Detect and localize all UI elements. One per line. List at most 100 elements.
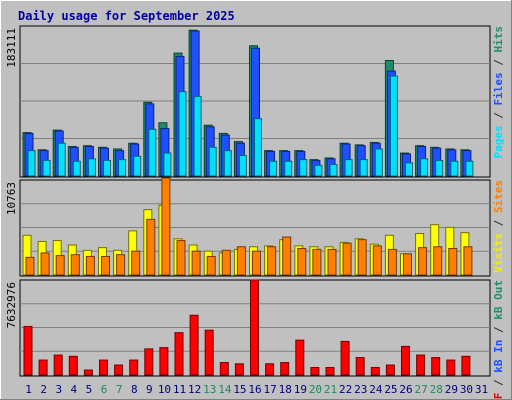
day-label: 12	[188, 383, 201, 396]
day-label: 15	[233, 383, 246, 396]
day-label: 18	[279, 383, 292, 396]
bar-sites-day-10	[161, 177, 171, 276]
legend-part-1: /	[492, 213, 505, 233]
day-label: 4	[71, 383, 78, 396]
bar-kb-f-day-2	[38, 359, 48, 376]
bar-sites-day-27	[418, 247, 428, 276]
bar-sites-day-8	[131, 250, 141, 276]
bar-pages-day-28	[435, 159, 444, 177]
bar-pages-day-11	[178, 91, 187, 177]
bar-pages-day-2	[42, 159, 51, 177]
bar-pages-day-13	[208, 146, 217, 177]
panel-kbytes: 7632976 kB F / kB In / kB Out	[5, 279, 505, 400]
legend-part-2: Sites	[492, 180, 505, 213]
bar-pages-day-27	[420, 158, 429, 177]
panel-visits-bars	[22, 177, 473, 276]
bar-kb-f-day-25	[385, 364, 395, 376]
day-label: 5	[86, 383, 93, 396]
panel-kbytes-ymax-label: 7632976	[5, 282, 18, 328]
bar-pages-day-22	[344, 159, 353, 177]
day-label: 13	[203, 383, 216, 396]
bar-kb-f-day-30	[461, 355, 471, 376]
legend-part-1: /	[492, 373, 505, 393]
bar-kb-f-day-8	[129, 359, 139, 376]
legend-part-3: /	[492, 320, 505, 340]
bar-kb-f-day-16	[250, 279, 259, 376]
day-label: 3	[55, 383, 62, 396]
panel-kbytes-bars	[23, 279, 471, 376]
bar-sites-day-19	[297, 248, 307, 276]
bar-kb-f-day-22	[340, 340, 350, 376]
bar-sites-day-25	[387, 248, 397, 276]
legend-part-0: kB F	[492, 393, 505, 400]
bar-pages-day-20	[314, 164, 323, 177]
panel-hits-legend: Pages / Files / Hits	[492, 26, 505, 159]
bar-pages-day-7	[118, 159, 127, 177]
bar-kb-f-day-23	[355, 357, 365, 376]
legend-part-2: Files	[492, 72, 505, 105]
bar-kb-f-day-4	[68, 355, 78, 376]
bar-kb-f-day-10	[159, 347, 169, 376]
day-label: 26	[399, 383, 412, 396]
bar-sites-day-23	[357, 239, 367, 276]
chart-title: Daily usage for September 2025	[18, 9, 235, 23]
bar-sites-day-18	[282, 236, 292, 276]
day-label: 24	[369, 383, 383, 396]
bar-pages-day-21	[329, 164, 338, 177]
day-label: 6	[101, 383, 108, 396]
panel-visits-legend: Visits / Sites	[492, 180, 505, 273]
bar-sites-day-29	[448, 248, 458, 276]
day-label: 10	[158, 383, 171, 396]
panel-hits: 183111 Pages / Files / Hits	[5, 25, 505, 178]
bar-sites-day-12	[191, 250, 201, 276]
bar-pages-day-14	[223, 150, 232, 177]
bar-pages-day-3	[57, 142, 66, 177]
day-label: 28	[430, 383, 443, 396]
day-label: 27	[415, 383, 428, 396]
bar-kb-f-day-26	[401, 345, 410, 376]
bar-pages-day-24	[374, 148, 383, 177]
bar-kb-f-day-20	[310, 367, 320, 376]
bar-sites-day-13	[206, 255, 216, 276]
bar-pages-day-5	[87, 158, 96, 177]
bar-pages-day-16	[254, 118, 262, 177]
bar-kb-f-day-27	[416, 354, 426, 376]
bar-sites-day-11	[176, 240, 186, 276]
day-label: 19	[294, 383, 307, 396]
bar-kb-f-day-7	[114, 364, 124, 376]
bar-pages-day-19	[299, 159, 308, 177]
bar-pages-day-26	[405, 162, 413, 177]
bar-pages-day-12	[193, 96, 202, 177]
bar-sites-day-15	[236, 246, 246, 276]
day-label: 8	[131, 383, 138, 396]
bar-pages-day-29	[450, 160, 459, 177]
day-label: 17	[264, 383, 277, 396]
bar-sites-day-26	[403, 253, 412, 276]
bar-sites-day-1	[25, 256, 35, 276]
panel-visits-ymax-label: 10763	[5, 182, 18, 215]
bar-kb-f-day-19	[295, 339, 305, 376]
day-label: 29	[445, 383, 458, 396]
bar-kb-f-day-1	[23, 325, 33, 376]
bar-sites-day-5	[85, 255, 95, 276]
bar-pages-day-25	[389, 75, 398, 177]
bar-sites-day-20	[312, 248, 322, 276]
bar-kb-f-day-12	[189, 314, 199, 376]
day-label: 21	[324, 383, 337, 396]
day-label: 23	[354, 383, 367, 396]
bar-kb-f-day-28	[431, 357, 441, 376]
bar-kb-f-day-18	[280, 362, 290, 376]
bar-sites-day-14	[221, 249, 231, 276]
panel-visits: 10763 Visits / Sites	[5, 177, 505, 277]
bar-pages-day-23	[359, 159, 368, 177]
bar-pages-day-8	[133, 155, 142, 177]
legend-part-0: Visits	[492, 233, 505, 273]
legend-part-2: kB In	[492, 340, 505, 373]
bar-sites-day-6	[101, 255, 110, 276]
day-axis-labels: 1 2 3 4 5 6 7 8 9 10 11 12 13 14 15 16 17 18 19 20 21 22 23 24 2…	[25, 383, 488, 396]
panel-kbytes-legend: kB F / kB In / kB Out	[492, 280, 505, 400]
bar-kb-f-day-9	[144, 348, 154, 376]
day-label: 14	[218, 383, 232, 396]
day-label: 30	[460, 383, 473, 396]
day-label: 9	[146, 383, 153, 396]
